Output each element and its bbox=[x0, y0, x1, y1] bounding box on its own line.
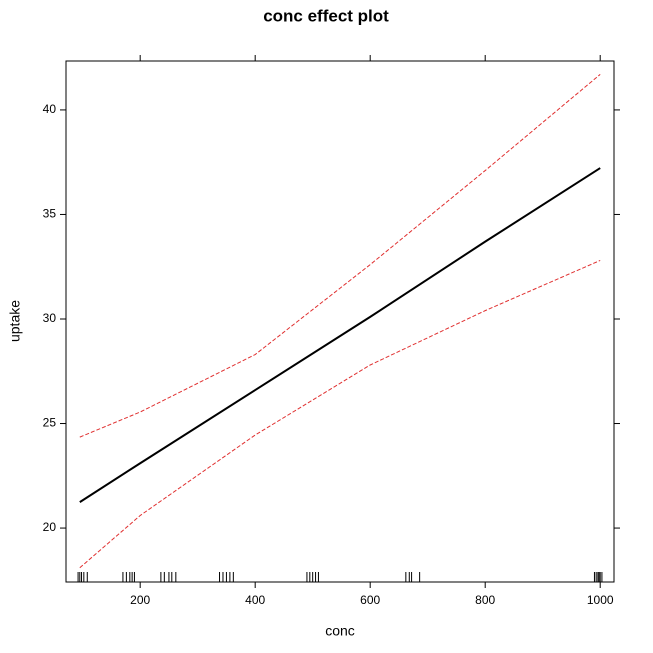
x-tick-label: 600 bbox=[360, 593, 380, 607]
x-axis-label: conc bbox=[325, 623, 355, 639]
y-tick-label: 35 bbox=[43, 207, 57, 221]
y-tick-label: 25 bbox=[43, 416, 57, 430]
x-tick-label: 800 bbox=[475, 593, 495, 607]
chart-title: conc effect plot bbox=[263, 6, 389, 25]
y-tick-label: 40 bbox=[43, 102, 57, 116]
x-tick-label: 400 bbox=[245, 593, 265, 607]
series-line bbox=[79, 259, 601, 569]
series-line bbox=[79, 73, 601, 438]
y-axis-label: uptake bbox=[7, 300, 23, 342]
plot-frame bbox=[65, 60, 615, 583]
y-tick-label: 30 bbox=[43, 311, 57, 325]
y-tick-label: 20 bbox=[43, 520, 57, 534]
x-tick-label: 1000 bbox=[587, 593, 614, 607]
series-line bbox=[79, 167, 601, 503]
x-tick-label: 200 bbox=[130, 593, 150, 607]
